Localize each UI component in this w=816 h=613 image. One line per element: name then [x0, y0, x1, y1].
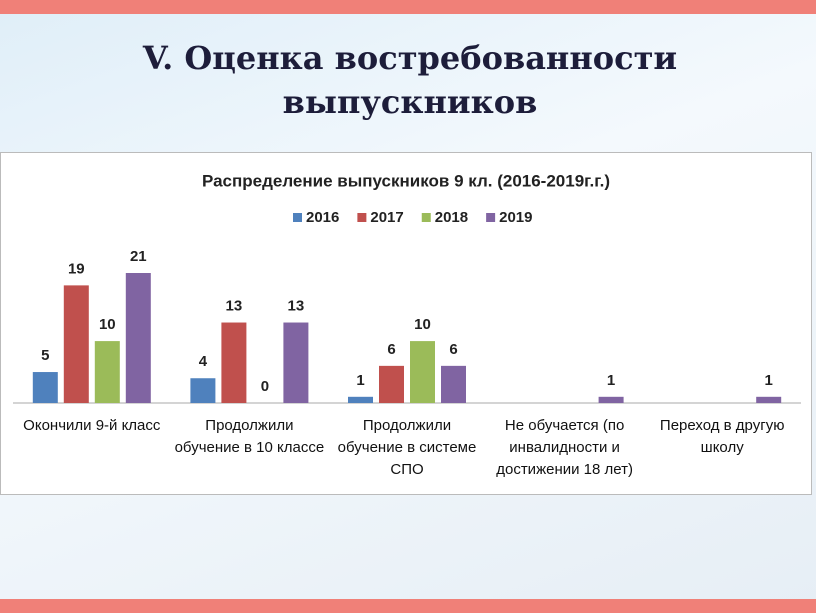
- bar: [348, 396, 373, 403]
- value-label: 5: [41, 347, 49, 364]
- bar: [441, 365, 466, 403]
- value-label: 1: [607, 372, 615, 389]
- bar: [190, 378, 216, 403]
- x-tick-label: Продолжили обучение в системе СПО: [337, 417, 477, 478]
- chart-title: Распределение выпускников 9 кл. (2016-20…: [202, 171, 610, 190]
- x-tick-label: Окончили 9-й класс: [23, 417, 161, 434]
- bar: [379, 365, 404, 403]
- value-label: 21: [130, 248, 147, 265]
- legend-swatch: [486, 213, 496, 222]
- legend-label: 2019: [499, 209, 532, 226]
- value-label: 6: [449, 341, 457, 358]
- value-label: 1: [765, 372, 773, 389]
- value-label: 13: [226, 297, 243, 314]
- legend-swatch: [357, 213, 367, 222]
- bottom-band: [0, 599, 816, 613]
- slide-title: V. Оценка востребованности выпускников: [142, 39, 678, 121]
- value-label: 4: [199, 353, 208, 370]
- x-tick-label: Продолжили обучение в 10 классе: [174, 417, 325, 456]
- legend-label: 2018: [435, 209, 468, 226]
- chart: Распределение выпускников 9 кл. (2016-20…: [0, 152, 812, 495]
- bar: [598, 396, 624, 403]
- bar: [410, 341, 435, 403]
- bar: [756, 396, 782, 403]
- value-label: 13: [288, 297, 305, 314]
- top-band: [0, 0, 816, 14]
- x-tick-label: Переход в другую школу: [659, 417, 785, 456]
- bar: [63, 285, 89, 403]
- value-label: 6: [387, 341, 395, 358]
- chart-svg: Распределение выпускников 9 кл. (2016-20…: [13, 171, 801, 404]
- legend-swatch: [293, 213, 302, 222]
- value-label: 1: [356, 372, 364, 389]
- legend-label: 2017: [370, 209, 403, 226]
- value-label: 10: [99, 316, 116, 333]
- value-label: 10: [414, 316, 431, 333]
- legend-label: 2016: [306, 209, 339, 226]
- bar: [94, 341, 120, 403]
- x-tick-label: Не обучается (по инвалидности и достижен…: [496, 417, 633, 478]
- value-label: 19: [68, 260, 85, 277]
- bar: [125, 273, 151, 403]
- bar: [32, 372, 58, 403]
- value-label: 0: [261, 378, 269, 395]
- bar: [283, 322, 309, 403]
- legend-swatch: [421, 213, 431, 222]
- bar: [221, 322, 247, 403]
